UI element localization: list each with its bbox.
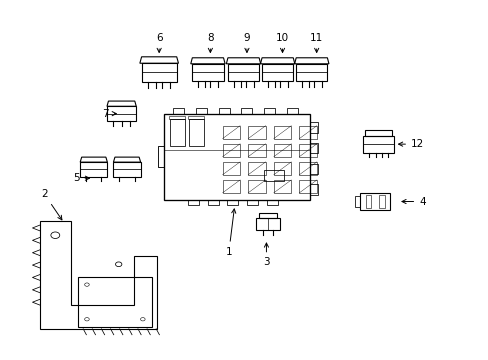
Bar [365,195,370,208]
Bar [299,162,316,175]
Bar [78,277,151,327]
Bar [222,162,240,175]
Bar [263,171,284,181]
Text: 8: 8 [206,33,213,53]
Text: 10: 10 [275,33,288,53]
Bar [246,200,258,205]
Bar [227,200,238,205]
Bar [188,119,203,147]
Bar [188,116,204,119]
Bar [258,212,277,218]
Bar [196,108,206,114]
Bar [207,200,218,205]
Text: 7: 7 [102,109,116,119]
Text: 2: 2 [41,189,62,220]
Bar [364,130,392,136]
Bar [222,144,240,157]
Bar [255,218,280,230]
Text: 12: 12 [398,139,424,149]
Text: 4: 4 [401,197,425,207]
Bar [163,114,310,200]
Bar [187,200,199,205]
Bar [264,108,274,114]
Text: 11: 11 [309,33,323,53]
Bar [378,195,384,208]
Bar [273,126,291,139]
Bar [273,180,291,193]
Bar [286,108,297,114]
Bar [247,162,265,175]
Bar [273,144,291,157]
Text: 5: 5 [73,173,89,183]
Bar [218,108,229,114]
Bar [247,126,265,139]
Bar [247,180,265,193]
Bar [299,126,316,139]
Bar [173,108,184,114]
Bar [273,162,291,175]
Bar [310,122,318,132]
Bar [310,163,318,174]
Bar [247,144,265,157]
Bar [169,119,184,147]
Bar [363,136,393,153]
Text: 6: 6 [156,33,162,53]
Bar [299,144,316,157]
Bar [359,193,389,210]
Bar [222,180,240,193]
Text: 3: 3 [263,243,269,267]
Bar [266,200,277,205]
Bar [241,108,252,114]
Text: 1: 1 [225,209,235,257]
Text: 9: 9 [243,33,250,53]
Bar [299,180,316,193]
Bar [354,196,359,207]
Bar [169,116,185,119]
Bar [222,126,240,139]
Bar [310,143,318,153]
Bar [310,184,318,194]
